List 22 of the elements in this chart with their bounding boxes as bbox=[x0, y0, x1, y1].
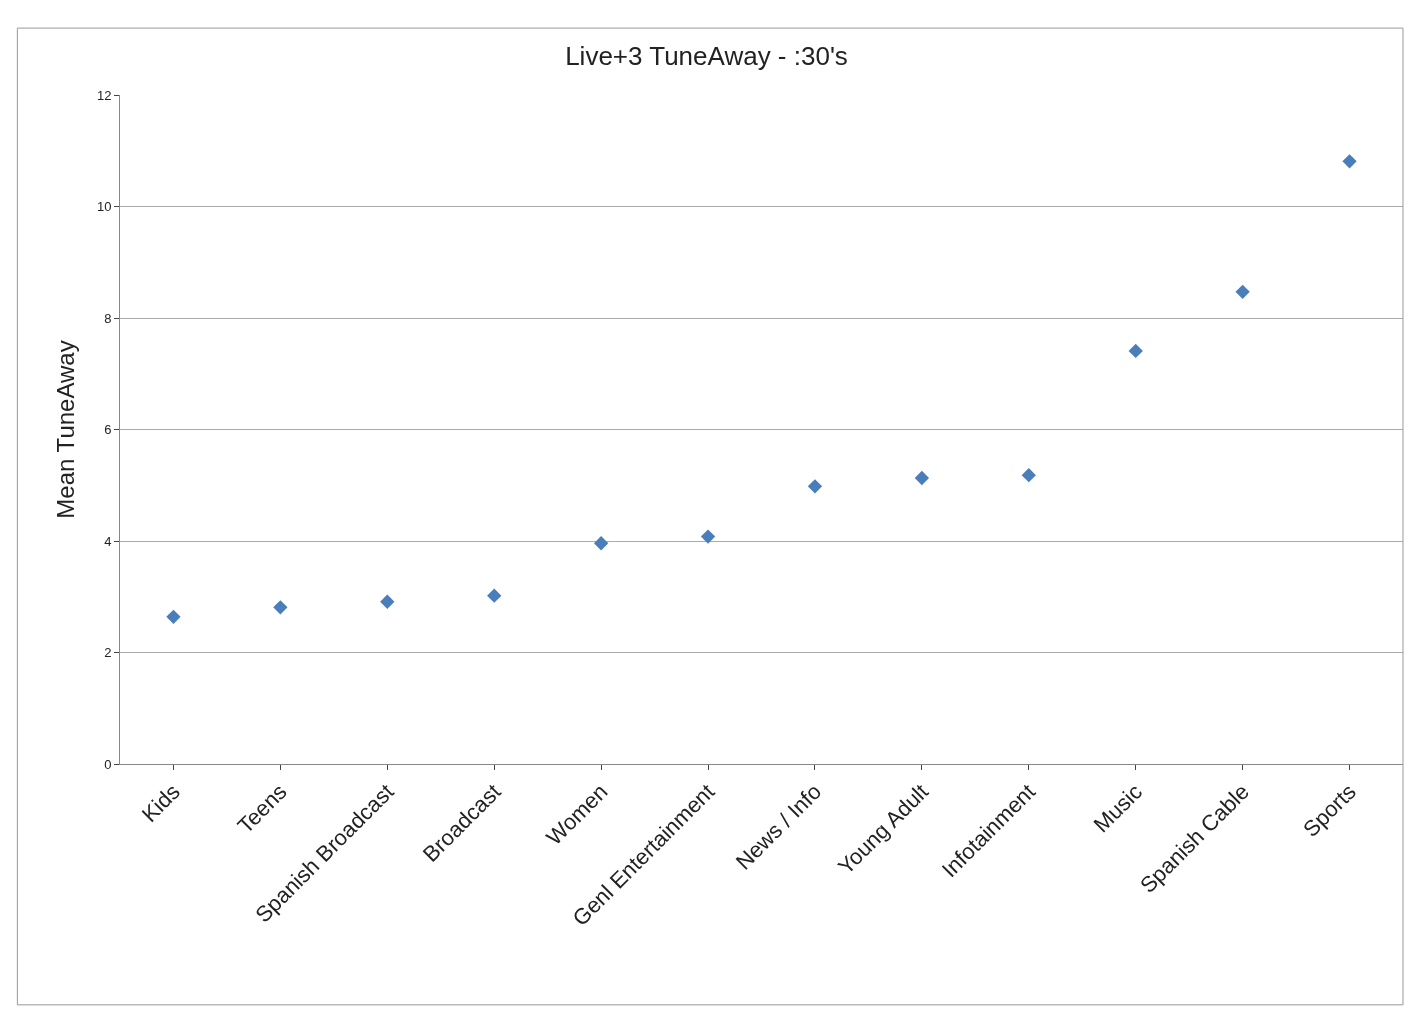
point bbox=[1342, 154, 1357, 169]
point bbox=[166, 609, 181, 624]
point bbox=[1128, 343, 1143, 359]
chart-title: Live+3 TuneAway - :30's bbox=[565, 40, 848, 71]
point bbox=[380, 594, 395, 609]
x-tick-label: Kids bbox=[136, 779, 185, 827]
point bbox=[593, 536, 609, 551]
y-tick-label: 8 bbox=[104, 310, 112, 326]
y-tick-label: 10 bbox=[96, 199, 112, 215]
y-tick-label: 6 bbox=[104, 422, 112, 438]
point bbox=[807, 479, 823, 494]
y-tick-label: 4 bbox=[104, 533, 112, 549]
point bbox=[914, 470, 930, 486]
y-tick-label: 0 bbox=[104, 756, 112, 772]
y-axis-title: Mean TuneAway bbox=[52, 340, 80, 519]
point bbox=[1235, 284, 1250, 299]
point bbox=[487, 588, 502, 603]
y-tick-label: 12 bbox=[96, 87, 112, 103]
y-tick-label: 2 bbox=[104, 645, 112, 661]
point bbox=[273, 600, 288, 615]
point bbox=[1021, 468, 1036, 483]
point bbox=[700, 529, 716, 544]
